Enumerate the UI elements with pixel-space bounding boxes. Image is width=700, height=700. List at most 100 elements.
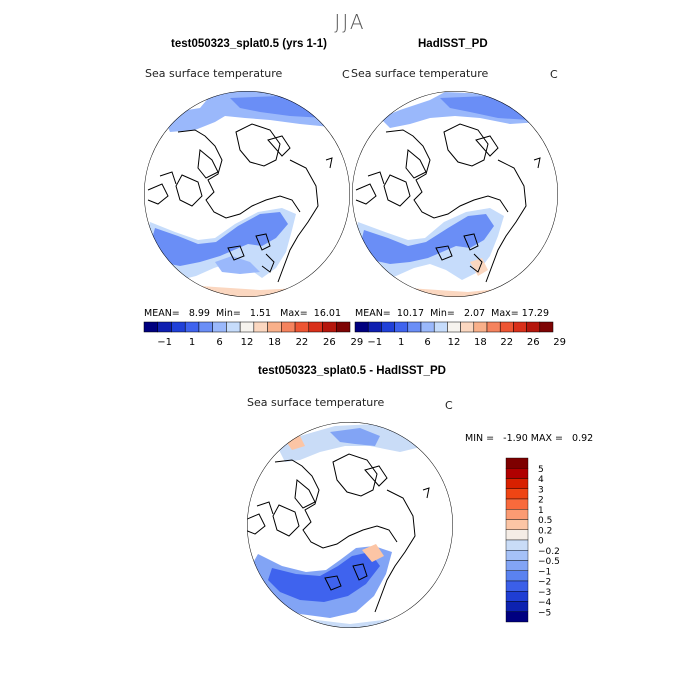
colorbar-tick-label: −1 [367,337,382,348]
colorbar-tick-label: 18 [474,337,487,348]
colorbar-tick-label: −1 [538,567,551,577]
colorbar-tick-label: 6 [216,337,222,348]
colorbar-tick-label: 0.2 [538,526,552,536]
colorbar-tick-label: 12 [241,337,254,348]
colorbar-swatch [157,321,172,333]
colorbar-tick-label: 1 [398,337,404,348]
colorbar-swatch [212,321,227,333]
colorbar-swatch [505,488,529,500]
panel1-unit: C [342,68,350,81]
panel2-variable: Sea surface temperature [351,67,489,80]
colorbar-tick-label: 6 [424,337,430,348]
coastline [247,513,266,535]
coastline [332,453,378,497]
colorbar-swatch [143,321,158,333]
colorbar-swatch [308,321,323,333]
colorbar-tick-label: 5 [538,465,544,475]
colorbar-swatch [526,321,541,333]
colorbar-swatch [381,321,395,333]
ocean-region [440,96,530,120]
colorbar-tick-label: −1 [157,337,172,348]
colorbar-tick-label: 3 [538,485,544,495]
coastline [367,171,385,185]
coastline [274,459,398,549]
ocean-region [215,256,260,274]
colorbar-swatch [505,601,529,612]
coastline [352,563,368,581]
colorbar-swatch [513,321,527,333]
colorbar-swatch [226,321,241,333]
ocean-region [470,258,488,276]
coastline [355,183,377,205]
colorbar-swatch [281,321,296,333]
panel1-stats: MEAN= 8.99 Min= 1.51 Max= 16.01 [144,308,341,319]
ocean-region [362,544,384,562]
coastline [267,135,291,157]
colorbar-swatch [171,321,186,333]
coastline [469,253,483,273]
coastline [422,487,430,499]
colorbar-swatch [433,321,448,333]
colorbar-tick-label: 22 [500,337,513,348]
coastline [147,183,169,205]
colorbar-swatch [394,321,409,333]
colorbar-swatch [505,529,529,541]
colorbar-swatch [253,321,268,333]
coastline [374,489,416,613]
coastline [364,465,388,487]
panel3-variable: Sea surface temperature [247,396,385,409]
colorbar-swatch [460,321,475,333]
colorbar-swatch [505,570,529,582]
colorbar-swatch [486,321,501,333]
colorbar-swatch [336,321,351,333]
colorbar-swatch [322,321,337,333]
colorbar-swatch [505,591,529,602]
panel2-title: HadISST_PD [418,38,488,50]
map-panel1 [144,91,350,297]
panel3-unit: C [445,399,453,412]
panel3-title: test050323_splat0.5 - HadISST_PD [258,365,446,377]
colorbar-swatch [354,321,369,333]
colorbar-tick-label: −0.5 [538,557,560,567]
colorbar-swatch [505,580,529,592]
coastline [443,123,489,167]
colorbar-swatch [294,321,310,333]
colorbar-panel1: −1 1 6 12 18 22 26 29 [143,321,363,348]
panel2-stats: MEAN= 10.17 Min= 2.07 Max= 17.29 [355,308,549,319]
colorbar-swatch [539,321,554,333]
colorbar-swatch [505,560,529,571]
colorbar-tick-label: −5 [538,608,551,618]
coastline [256,501,274,515]
colorbar-swatch [505,509,529,520]
ocean-region [330,428,380,446]
coastline [277,159,319,283]
coastline [175,174,203,207]
coastline [261,253,275,273]
coastline [324,575,342,591]
colorbar-tick-label: −3 [538,588,551,598]
ocean-region [268,552,380,602]
colorbar-swatch [505,539,529,551]
panel1-title: test050323_splat0.5 (yrs 1-1) [171,38,327,50]
colorbar-panel2: −1 1 6 12 18 22 26 29 [354,321,566,348]
colorbar-swatch [505,478,529,489]
coastline [235,123,281,167]
coastline [485,159,527,283]
colorbar-tick-label: 1 [538,506,544,516]
ocean-region [360,214,494,264]
coastline [383,174,411,207]
colorbar-swatch [505,550,529,561]
colorbar-tick-label: 12 [448,337,461,348]
colorbar-swatch [407,321,422,333]
colorbar-tick-label: −4 [538,598,552,608]
colorbar-swatch [420,321,435,333]
colorbar-tick-label: 26 [323,337,336,348]
coastline [435,245,453,261]
coastline [272,504,300,537]
colorbar-swatch [505,519,529,530]
colorbar-swatch [505,498,529,510]
colorbar-tick-label: 26 [527,337,540,348]
coastline [385,129,509,219]
coastline [227,245,245,261]
